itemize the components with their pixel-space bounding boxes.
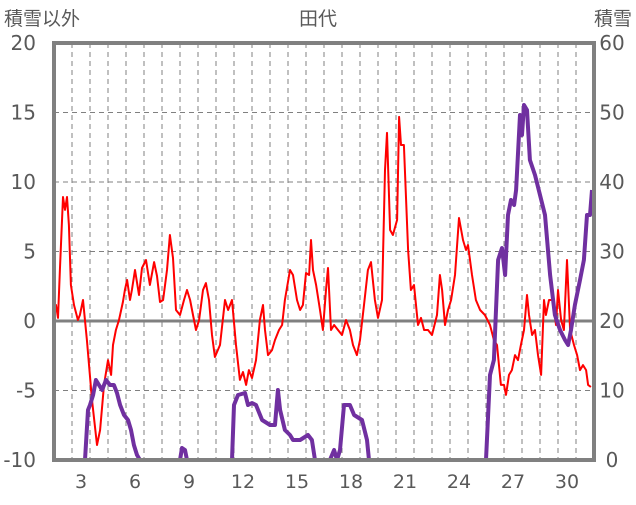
left-y-tick-label: 10 [11,170,36,194]
right-y-tick-label: 30 [599,240,624,264]
left-y-tick-label: -5 [16,379,36,403]
plot-border [52,41,596,462]
right-y-tick-label: 10 [599,379,624,403]
right-axis-title: 積雪 [594,8,632,30]
left-axis-title: 積雪以外 [4,8,80,30]
left-y-tick-label: 15 [11,101,36,125]
x-tick-label: 15 [285,471,309,493]
x-tick-label: 24 [447,471,471,493]
right-y-tick-label: 20 [599,309,624,333]
x-tick-label: 6 [129,471,141,493]
x-tick-label: 27 [501,471,525,493]
x-tick-label: 9 [183,471,195,493]
series-layer [53,103,594,462]
chart-title: 田代 [299,8,337,30]
grid [54,43,594,460]
left-y-tick-label: -10 [3,448,36,472]
x-tick-label: 30 [555,471,579,493]
x-tick-label: 3 [75,471,87,493]
left-y-tick-label: 0 [23,309,36,333]
x-tick-label: 12 [231,471,255,493]
right-y-tick-label: 60 [599,31,624,55]
left-y-tick-label: 5 [23,240,36,264]
left-y-tick-label: 20 [11,31,36,55]
other-value-line [53,115,592,446]
right-y-tick-label: 50 [599,101,624,125]
x-tick-label: 21 [393,471,417,493]
snow-depth-line [54,103,594,462]
right-y-tick-label: 0 [606,448,619,472]
right-y-tick-label: 40 [599,170,624,194]
x-tick-label: 18 [339,471,363,493]
